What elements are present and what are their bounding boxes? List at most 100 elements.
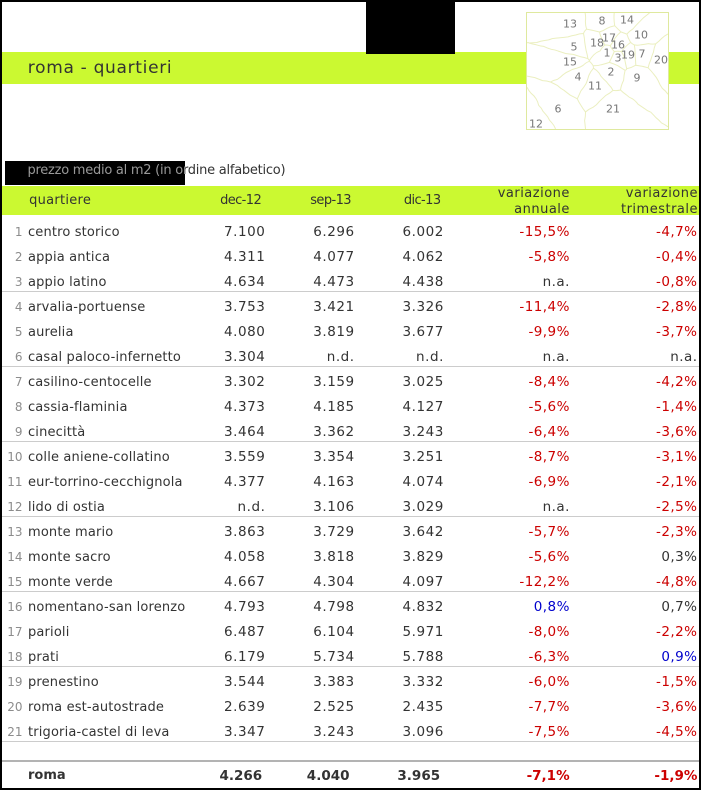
price-sep13: 6.296: [313, 223, 355, 240]
price-sep13: 3.106: [313, 498, 355, 515]
table-row-8: 8 cassia-flaminia 4.373 4.185 4.127 -5,6% -1,4…: [2, 395, 699, 420]
variazione-annuale: -15,5%: [519, 223, 570, 240]
row-number: 21: [7, 724, 23, 739]
column-header-sep13: sep-13: [310, 193, 351, 208]
price-dec12: 3.753: [224, 298, 266, 315]
table-row-9: 9 cinecittà 3.464 3.362 3.243 -6,4% -3,6%: [2, 420, 699, 445]
page-title: roma - quartieri: [27, 58, 173, 78]
row-number: 12: [7, 499, 23, 514]
price-sep13: 2.525: [313, 698, 355, 715]
variazione-annuale: -8,4%: [528, 373, 570, 390]
quartiere-name: casilino-centocelle: [28, 374, 152, 390]
quartiere-name: monte mario: [28, 524, 114, 540]
price-dic13: 3.677: [402, 323, 444, 340]
price-dic13: 4.832: [402, 598, 444, 615]
row-number: 5: [14, 324, 23, 339]
variazione-annuale: -6,9%: [528, 473, 570, 490]
row-number: 18: [7, 649, 23, 664]
variazione-trimestrale: -2,5%: [656, 498, 698, 515]
total-separator-line: [2, 759, 699, 762]
table-row-3: 3 appio latino 4.634 4.473 4.438 n.a. -0,8%: [2, 270, 699, 295]
group-separator-line: [2, 515, 699, 517]
price-dic13: n.d.: [416, 348, 444, 365]
table-row-17: 17 parioli 6.487 6.104 5.971 -8,0% -2,2%: [2, 620, 699, 645]
row-number: 1: [14, 224, 23, 239]
price-dec12: 3.544: [224, 673, 266, 690]
district-number-10: 10: [634, 29, 648, 42]
table-row-12: 12 lido di ostia n.d. 3.106 3.029 n.a. -2,5%: [2, 495, 699, 520]
quartiere-name: casal paloco-infernetto: [28, 349, 182, 365]
variazione-annuale: -8,7%: [528, 448, 570, 465]
quartiere-name: lido di ostia: [28, 499, 106, 515]
variazione-annuale: n.a.: [542, 273, 570, 290]
variazione-trimestrale: -2,3%: [656, 523, 698, 540]
district-number-3: 3: [615, 52, 622, 65]
price-dec12: 4.058: [224, 548, 266, 565]
table-row-11: 11 eur-torrino-cecchignola 4.377 4.163 4.074…: [2, 470, 699, 495]
price-dec12: n.d.: [237, 498, 266, 515]
table-row-2: 2 appia antica 4.311 4.077 4.062 -5,8% -0,4%: [2, 245, 699, 270]
price-dec12: 4.080: [224, 323, 266, 340]
row-number: 3: [14, 274, 23, 289]
group-separator-line: [2, 440, 699, 442]
row-number: 15: [7, 574, 23, 589]
price-sep13: 3.819: [313, 323, 355, 340]
price-dic13: 3.332: [402, 673, 444, 690]
district-number-17: 17: [602, 32, 616, 45]
price-sep13: 3.159: [313, 373, 355, 390]
total-variazione-trimestrale: -1,9%: [654, 768, 698, 784]
total-label: roma: [28, 768, 66, 783]
variazione-annuale: -6,3%: [528, 648, 570, 665]
district-borders: [527, 13, 668, 129]
price-dic13: 3.829: [402, 548, 444, 565]
redaction-box-subtitle: prezzo medio al m2 (in ordine alfabetico…: [5, 161, 185, 185]
district-number-14: 14: [620, 14, 634, 27]
quartiere-name: cassia-flaminia: [28, 399, 128, 415]
price-dec12: 3.559: [224, 448, 266, 465]
table-header: quartiere dec-12 sep-13 dic-13 variazion…: [2, 186, 699, 217]
row-number: 6: [14, 349, 23, 364]
variazione-annuale: -8,0%: [528, 623, 570, 640]
district-number-11: 11: [588, 80, 602, 93]
variazione-trimestrale: 0,9%: [661, 648, 698, 665]
variazione-annuale: -5,7%: [528, 523, 570, 540]
table-row-10: 10 colle aniene-collatino 3.559 3.354 3.251 -…: [2, 445, 699, 470]
table-row-13: 13 monte mario 3.863 3.729 3.642 -5,7% -2,3%: [2, 520, 699, 545]
variazione-trimestrale: -4,8%: [656, 573, 698, 590]
price-dec12: 4.634: [224, 273, 266, 290]
quartiere-name: parioli: [28, 624, 70, 640]
price-dec12: 3.863: [224, 523, 266, 540]
quartiere-name: eur-torrino-cecchignola: [28, 474, 183, 490]
district-number-7: 7: [639, 48, 646, 61]
quartiere-name: prati: [28, 649, 60, 665]
price-dic13: 3.025: [402, 373, 444, 390]
table-row-20: 20 roma est-autostrade 2.639 2.525 2.435 -7,7…: [2, 695, 699, 720]
variazione-annuale: -9,9%: [528, 323, 570, 340]
price-sep13: 5.734: [313, 648, 355, 665]
row-number: 9: [14, 424, 23, 439]
district-number-18: 18: [590, 37, 604, 50]
district-number-21: 21: [606, 103, 620, 116]
variazione-trimestrale: -2,2%: [656, 623, 698, 640]
quartiere-name: centro storico: [28, 224, 120, 240]
column-header-dec12: dec-12: [220, 193, 262, 208]
table-row-5: 5 aurelia 4.080 3.819 3.677 -9,9% -3,7%: [2, 320, 699, 345]
row-number: 20: [7, 699, 23, 714]
price-dec12: 4.793: [224, 598, 266, 615]
table-row-6: 6 casal paloco-infernetto 3.304 n.d. n.d. n.a…: [2, 345, 699, 370]
price-dic13: 4.074: [402, 473, 444, 490]
table-row-1: 1 centro storico 7.100 6.296 6.002 -15,5% -4,7…: [2, 220, 699, 245]
price-dec12: 4.311: [224, 248, 266, 265]
variazione-annuale: -12,2%: [519, 573, 570, 590]
price-dec12: 6.487: [224, 623, 266, 640]
price-dic13: 4.062: [402, 248, 444, 265]
district-number-9: 9: [634, 72, 641, 85]
price-dec12: 3.464: [224, 423, 266, 440]
price-sep13: 4.185: [313, 398, 355, 415]
quartiere-name: monte verde: [28, 574, 113, 590]
price-sep13: n.d.: [326, 348, 355, 365]
quartiere-name: arvalia-portuense: [28, 299, 146, 315]
price-dic13: 6.002: [402, 223, 444, 240]
